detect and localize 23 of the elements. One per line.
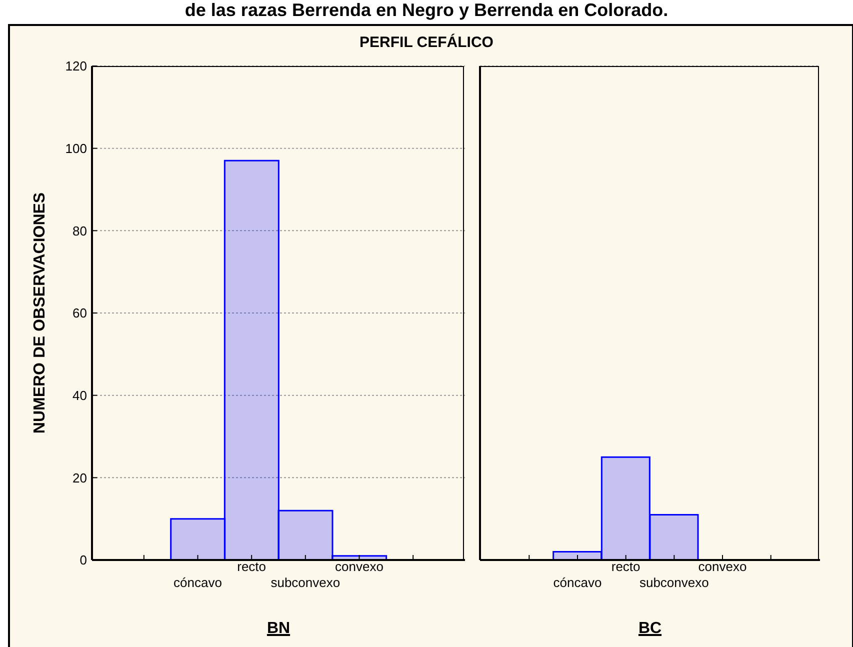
x-tick-label: subconvexo — [270, 575, 340, 590]
x-tick-label: subconvexo — [639, 575, 709, 590]
x-tick-label: recto — [237, 559, 266, 574]
x-axis-title: BC — [638, 620, 662, 637]
y-tick-label: 80 — [72, 223, 87, 238]
y-tick-label: 20 — [72, 470, 87, 486]
bar — [278, 510, 334, 560]
y-axis-title: NUMERO DE OBSERVACIONES — [32, 192, 49, 434]
y-tick-label: 40 — [72, 388, 87, 403]
x-axis-title: BN — [266, 620, 290, 637]
y-tick-label: 100 — [65, 140, 87, 156]
x-tick-label: convexo — [335, 559, 384, 574]
chart-title: de las razas Berrenda en Negro y Berrenda en Colorado. — [184, 0, 670, 21]
y-tick-label: 60 — [72, 306, 87, 321]
x-tick-label: recto — [611, 559, 640, 574]
x-tick-label: cóncavo — [174, 575, 222, 590]
x-tick-label: cóncavo — [553, 575, 602, 590]
chart-subtitle: PERFIL CEFÁLICO — [358, 34, 494, 51]
x-tick-label: convexo — [698, 559, 747, 574]
bar — [224, 160, 280, 560]
bar — [170, 518, 226, 560]
y-tick-label: 120 — [65, 58, 87, 74]
y-tick-label: 0 — [80, 552, 87, 568]
